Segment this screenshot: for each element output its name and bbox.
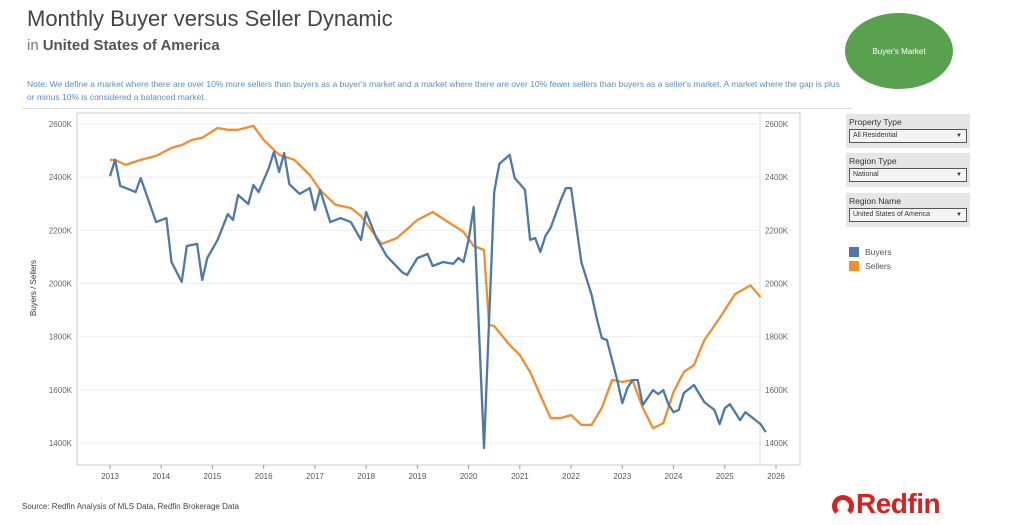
y-tick-right: 2600K (765, 120, 789, 129)
legend-label: Buyers (865, 247, 892, 257)
x-tick-label: 2026 (767, 472, 785, 481)
y-tick-left: 2400K (49, 173, 73, 182)
divider (22, 108, 852, 109)
x-tick-label: 2013 (101, 472, 119, 481)
region-name: United States of America (42, 37, 220, 54)
buyers-swatch (849, 247, 859, 257)
x-tick-label: 2024 (665, 472, 683, 481)
x-tick-label: 2020 (460, 472, 478, 481)
y-tick-right: 1400K (765, 439, 789, 448)
legend-item-buyers[interactable]: Buyers (849, 247, 891, 257)
x-tick-label: 2019 (408, 472, 426, 481)
source-note: Source: Redfin Analysis of MLS Data, Red… (22, 502, 239, 511)
definition-note: Note: We define a market where there are… (27, 79, 840, 102)
x-tick-label: 2018 (357, 472, 375, 481)
y-tick-left: 1800K (49, 333, 73, 342)
filter-property-type: Property Type All Residential ▼ (846, 114, 970, 148)
y-tick-right: 2400K (765, 173, 789, 182)
filter-region-type: Region Type National ▼ (846, 153, 970, 187)
y-tick-right: 2000K (765, 280, 789, 289)
plot-frame (76, 112, 801, 466)
selected-value: All Residential (853, 132, 898, 139)
filter-label: Property Type (849, 117, 902, 127)
x-tick-label: 2016 (255, 472, 273, 481)
redfin-logo: Redfin (832, 488, 941, 520)
region-name-select[interactable]: United States of America ▼ (849, 208, 967, 222)
legend-item-sellers[interactable]: Sellers (849, 261, 891, 271)
filter-label: Region Name (849, 196, 901, 206)
y-tick-left: 2000K (49, 280, 73, 289)
y-tick-right: 1800K (765, 333, 789, 342)
y-tick-left: 2200K (49, 226, 73, 235)
sellers-swatch (849, 261, 859, 271)
page-title: Monthly Buyer versus Seller Dynamic (27, 6, 393, 31)
x-tick-label: 2022 (562, 472, 580, 481)
y-tick-right: 2200K (765, 226, 789, 235)
y-tick-left: 1400K (49, 439, 73, 448)
x-tick-label: 2015 (204, 472, 222, 481)
in-label: in (27, 37, 39, 54)
x-tick-label: 2025 (716, 472, 734, 481)
market-status-badge: Buyer's Market (845, 13, 953, 89)
region-subtitle: in United States of America (27, 37, 220, 54)
property-type-select[interactable]: All Residential ▼ (849, 129, 967, 143)
series-line-buyers (108, 150, 767, 450)
dropdown-arrow-icon: ▼ (956, 212, 962, 218)
dropdown-arrow-icon: ▼ (956, 133, 962, 139)
dropdown-arrow-icon: ▼ (956, 172, 962, 178)
region-type-select[interactable]: National ▼ (849, 168, 967, 182)
y-axis-title: Buyers / Sellers (29, 260, 38, 316)
x-tick-label: 2017 (306, 472, 324, 481)
filter-region-name: Region Name United States of America ▼ (846, 193, 970, 227)
logo-text: Redfin (856, 488, 941, 519)
x-tick-label: 2014 (152, 472, 170, 481)
legend-label: Sellers (865, 261, 891, 271)
y-tick-left: 1600K (49, 386, 73, 395)
selected-value: United States of America (853, 211, 931, 218)
x-tick-label: 2021 (511, 472, 529, 481)
y-tick-right: 1600K (765, 386, 789, 395)
selected-value: National (853, 171, 879, 178)
series-line-sellers (110, 124, 762, 430)
x-tick-label: 2023 (613, 472, 631, 481)
y-tick-left: 2600K (49, 120, 73, 129)
redfin-logo-icon (832, 495, 854, 517)
filter-label: Region Type (849, 156, 897, 166)
